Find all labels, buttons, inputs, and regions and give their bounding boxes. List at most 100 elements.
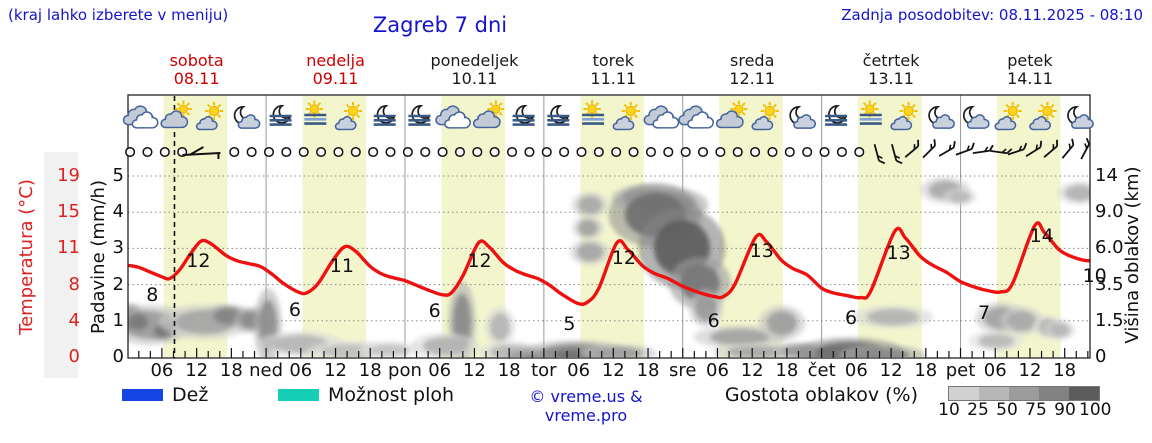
time-tick-label: pon	[388, 360, 422, 381]
temperature-value-label: 14	[1029, 224, 1054, 247]
precip-axis-tick: 5	[112, 165, 124, 186]
day-date: 14.11	[1007, 69, 1053, 88]
wind-barb-icon	[955, 142, 975, 156]
moon-fog-icon	[269, 105, 292, 126]
calm-wind-icon	[506, 146, 518, 158]
day-name: petek	[1007, 51, 1053, 70]
calm-wind-icon	[541, 146, 552, 158]
rain-legend-swatch	[122, 389, 163, 401]
calm-wind-icon	[819, 146, 830, 158]
calm-wind-icon	[298, 146, 309, 158]
time-tick-label: 18	[358, 360, 382, 381]
precip-axis-tick: 0	[112, 346, 124, 367]
calm-wind-icon	[350, 146, 361, 158]
density-scale-segment	[949, 387, 979, 400]
calm-wind-icon	[767, 146, 778, 158]
time-tick-label: sre	[669, 360, 697, 381]
temperature-axis-label: Temperatura (°C)	[16, 179, 37, 335]
time-tick-label: 18	[775, 360, 799, 381]
moon-fog-icon	[408, 105, 431, 126]
density-scale-segment	[979, 387, 1009, 400]
calm-wind-icon	[836, 146, 847, 158]
day-name: sreda	[730, 51, 775, 70]
calm-wind-icon	[576, 146, 587, 158]
calm-wind-icon	[159, 146, 170, 158]
wind-barb-icon	[1061, 138, 1075, 159]
density-scale-tick: 10	[938, 400, 960, 420]
temperature-value-label: 11	[329, 254, 354, 277]
density-scale-segment	[1039, 387, 1069, 400]
day-date: 10.11	[451, 69, 498, 88]
density-scale-tick: 75	[1025, 400, 1047, 420]
calm-wind-icon	[680, 146, 691, 158]
temperature-value-label: 12	[611, 246, 636, 269]
sun-cloud-icon	[994, 101, 1022, 131]
temp-axis-tick: 11	[57, 237, 80, 259]
cloud-sun-icon	[160, 100, 192, 129]
density-scale-tick: 50	[996, 400, 1018, 420]
calm-wind-icon	[437, 146, 448, 158]
moon-cloud-icon	[962, 106, 990, 129]
temperature-line	[128, 221, 1090, 306]
density-scale-tick: 100	[1079, 400, 1112, 420]
calm-wind-icon	[784, 146, 795, 158]
time-tick-label: 18	[914, 360, 938, 381]
day-name: četrtek	[862, 51, 920, 70]
cloud-axis-tick: 9.0	[1095, 201, 1124, 223]
clouds-icon	[643, 105, 680, 129]
density-scale-segment	[1069, 387, 1099, 400]
precip-axis-tick: 3	[112, 237, 124, 259]
sun-cloud-icon	[1029, 101, 1057, 131]
cloud-axis-tick: 6.0	[1095, 237, 1124, 259]
cloud-density-scale-bar	[948, 386, 1100, 401]
wind-barb-icon	[1080, 137, 1091, 160]
temperature-value-label: 6	[844, 306, 858, 329]
time-tick-label: 18	[1053, 360, 1077, 381]
temperature-value-label: 8	[146, 283, 159, 306]
temp-axis-tick: 19	[57, 165, 80, 186]
moon-fog-icon	[512, 105, 535, 126]
clouds-icon	[122, 105, 159, 129]
time-tick-label: 12	[740, 360, 764, 381]
temperature-value-label: 7	[978, 301, 991, 324]
temp-axis-tick: 4	[68, 309, 80, 331]
cloud-axis-tick: 1.5	[1095, 309, 1124, 331]
time-tick-label: 12	[462, 360, 486, 381]
calm-wind-icon	[263, 146, 275, 158]
sun-cloud-icon	[890, 101, 918, 131]
showers-legend-label: Možnost ploh	[328, 384, 455, 406]
time-tick-label: 12	[185, 360, 209, 381]
calm-wind-icon	[715, 146, 726, 158]
calm-wind-icon	[524, 146, 535, 158]
wind-barb-icon	[1025, 140, 1043, 158]
wind-barb-icon	[972, 144, 994, 155]
calm-wind-icon	[802, 146, 813, 158]
wind-barb-icon	[891, 144, 903, 165]
day-name: nedelja	[306, 51, 365, 70]
sun-cloud-icon	[334, 101, 363, 131]
density-scale-segment	[1009, 387, 1039, 400]
temperature-value-label: 6	[707, 309, 720, 332]
time-tick-label: 18	[219, 360, 243, 381]
time-tick-label: ned	[249, 360, 284, 381]
temperature-value-label: 12	[186, 250, 211, 272]
time-tick-label: 12	[601, 360, 625, 381]
density-scale-tick: 25	[967, 400, 989, 420]
time-tick-label: 12	[1018, 360, 1042, 381]
time-tick-label: 06	[983, 360, 1007, 381]
temp-axis-tick: 15	[57, 201, 80, 223]
showers-legend-swatch	[278, 389, 319, 401]
last-update: Zadnja posodobitev: 08.11.2025 - 08:10	[841, 6, 1143, 24]
precip-axis-tick: 1	[112, 309, 124, 331]
calm-wind-icon	[645, 146, 656, 158]
cloud-sun-icon	[472, 100, 505, 129]
sun-fog-icon	[304, 100, 327, 125]
calm-wind-icon	[489, 146, 500, 158]
precip-axis-tick: 4	[112, 201, 124, 223]
time-tick-label: 12	[879, 360, 903, 381]
calm-wind-icon	[454, 146, 466, 158]
calm-wind-icon	[697, 146, 709, 158]
calm-wind-icon	[750, 146, 761, 158]
